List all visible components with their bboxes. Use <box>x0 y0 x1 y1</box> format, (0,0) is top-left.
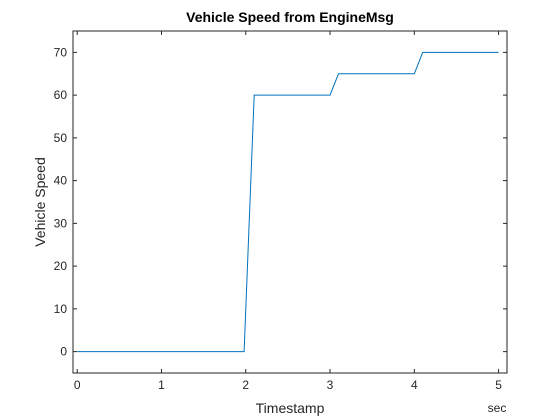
x-tick-label: 2 <box>242 378 249 392</box>
y-tick-label: 10 <box>54 302 68 316</box>
y-tick-label: 0 <box>60 345 67 359</box>
x-tick-label: 0 <box>74 378 81 392</box>
y-tick-label: 20 <box>54 259 68 273</box>
y-tick-label: 50 <box>54 131 68 145</box>
x-tick-label: 5 <box>495 378 502 392</box>
x-axis-ticks: 0 1 2 3 4 5 <box>74 31 502 392</box>
series-line <box>77 51 499 353</box>
y-tick-label: 60 <box>54 88 68 102</box>
plot-layer <box>77 51 499 353</box>
x-axis-unit-label: sec <box>488 401 507 415</box>
x-axis-label: Timestamp <box>256 400 325 416</box>
axes-box <box>72 30 508 374</box>
y-axis-label: Vehicle Speed <box>32 157 48 247</box>
y-tick-label: 30 <box>54 216 68 230</box>
y-axis-ticks: 0 10 20 30 40 50 60 70 <box>54 45 507 359</box>
plot-area <box>73 31 507 373</box>
x-tick-label: 3 <box>327 378 334 392</box>
y-tick-label: 70 <box>54 45 68 59</box>
y-tick-label: 40 <box>54 174 68 188</box>
x-tick-label: 4 <box>411 378 418 392</box>
x-tick-label: 1 <box>158 378 165 392</box>
chart-title: Vehicle Speed from EngineMsg <box>186 9 394 25</box>
